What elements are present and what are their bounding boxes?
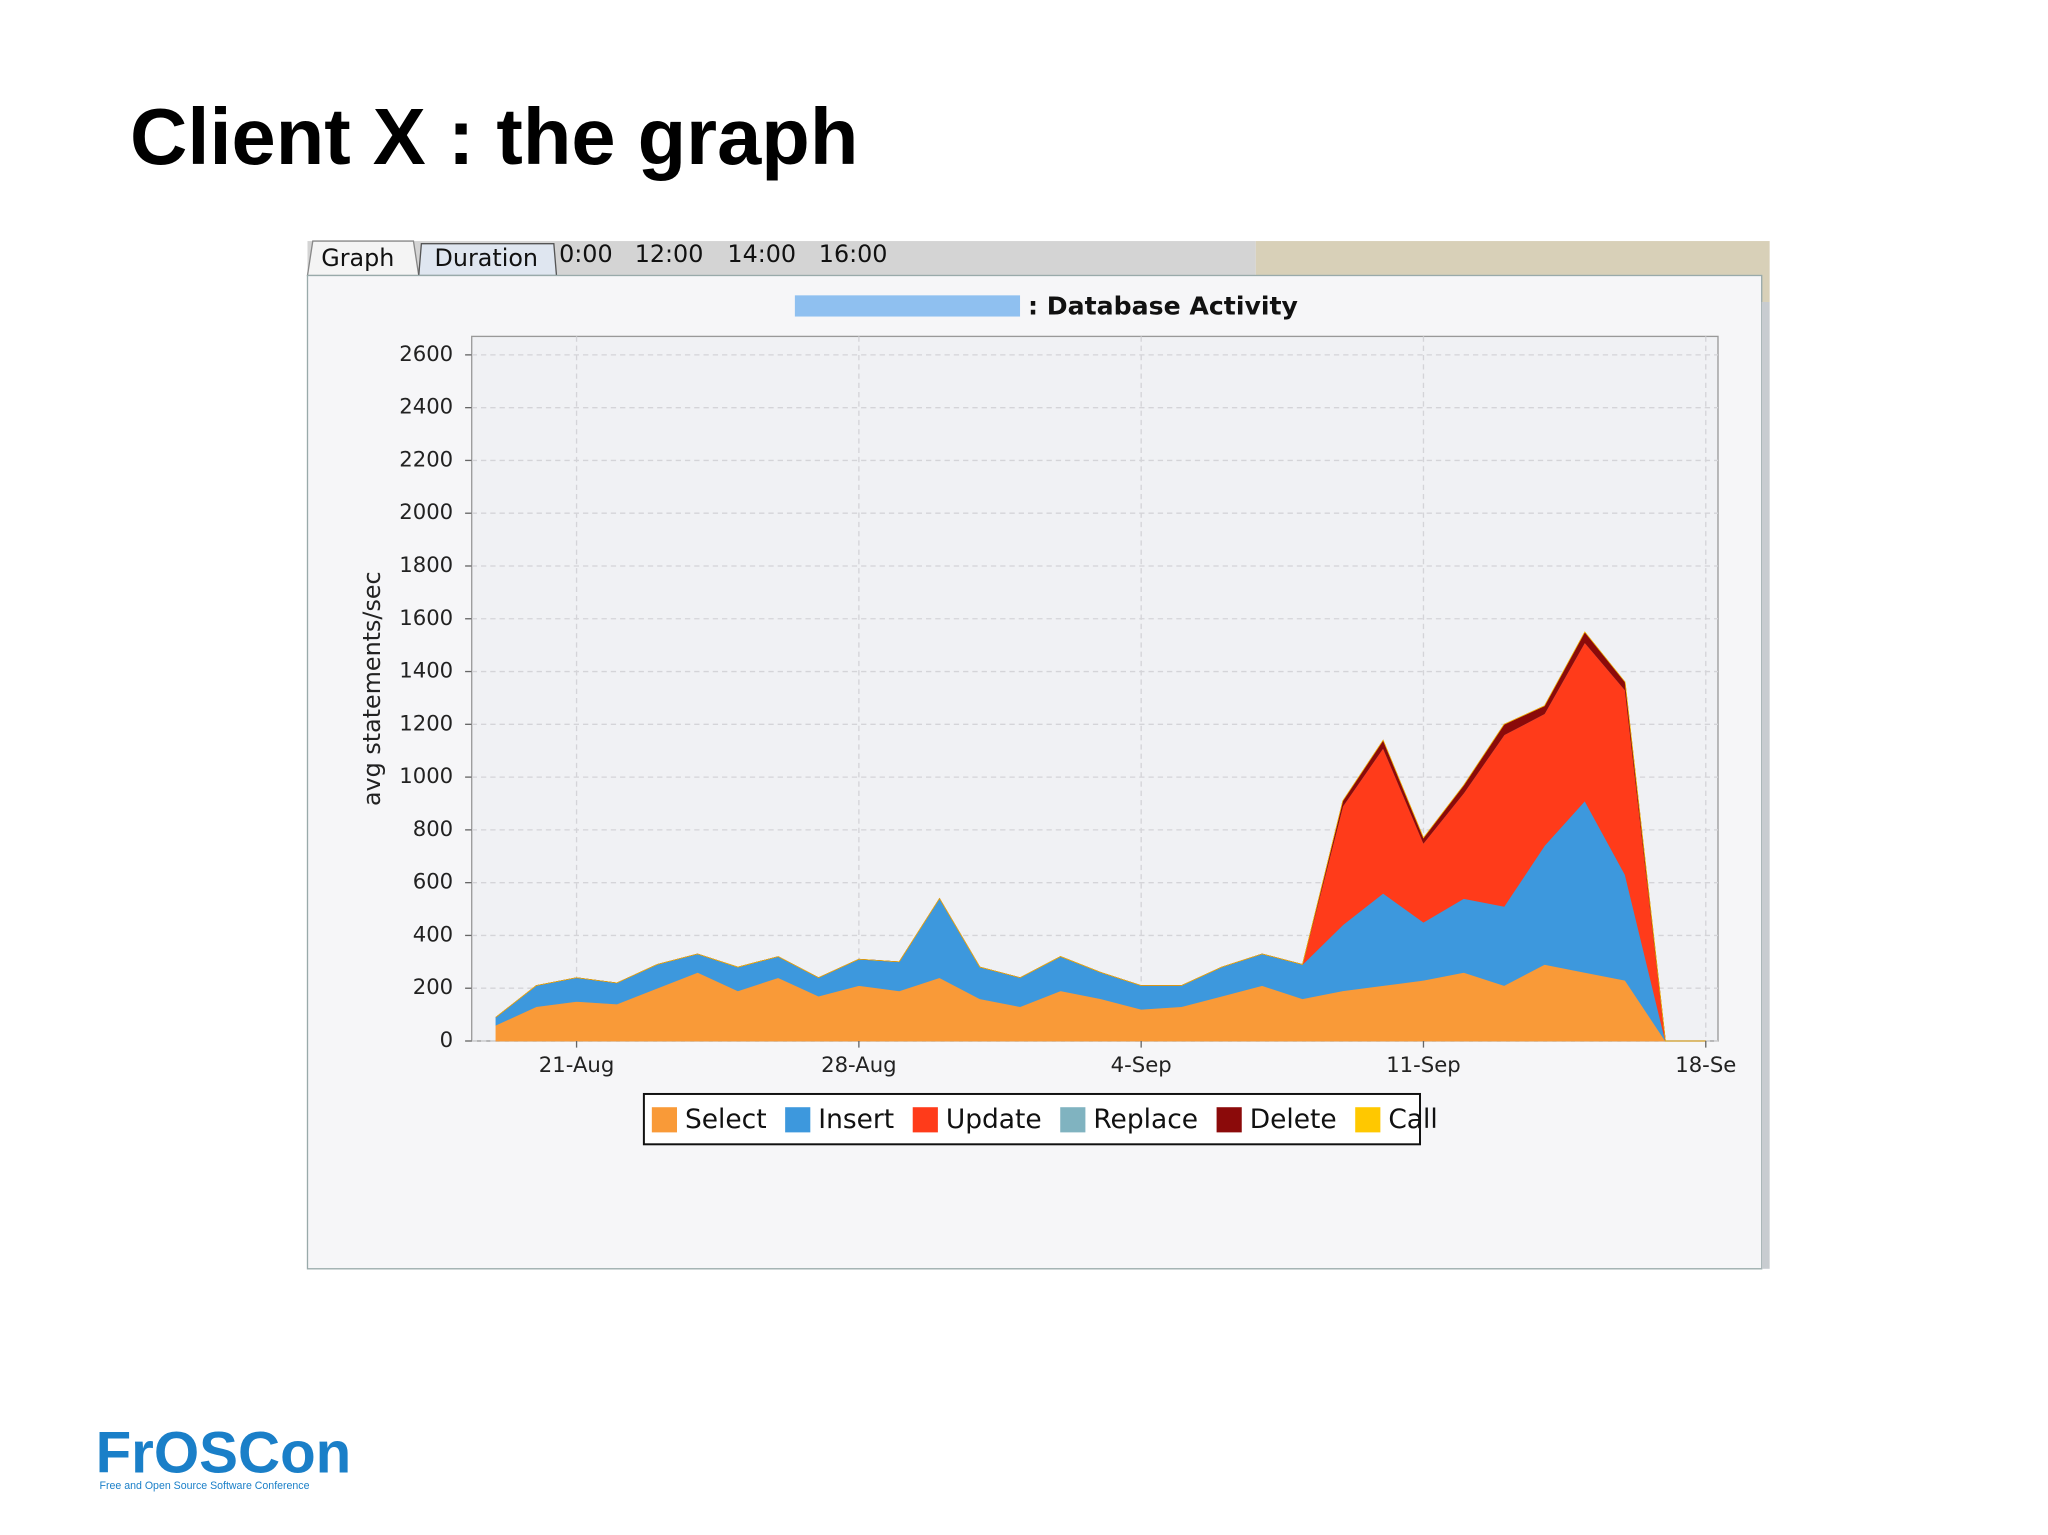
y-tick-label: 1200: [399, 710, 453, 735]
time-label: 0:00: [559, 240, 613, 268]
y-tick-label: 2200: [399, 446, 453, 471]
legend-label: Replace: [1093, 1104, 1198, 1135]
legend-swatch: [1355, 1107, 1381, 1133]
logo: FrOSCon: [96, 1420, 352, 1485]
slide-title: Client X : the graph: [130, 92, 858, 181]
time-label: 16:00: [819, 240, 888, 268]
legend-swatch: [1060, 1107, 1086, 1133]
legend-label: Select: [685, 1104, 767, 1135]
y-tick-label: 600: [413, 869, 453, 894]
legend-label: Call: [1388, 1104, 1437, 1135]
y-tick-label: 400: [413, 921, 453, 946]
x-tick-label: 28-Aug: [821, 1052, 897, 1077]
logo-tagline: Free and Open Source Software Conference: [100, 1480, 310, 1492]
area: [495, 631, 1706, 1042]
y-tick-label: 0: [440, 1027, 453, 1052]
x-tick-label: 18-Se: [1675, 1052, 1736, 1077]
time-label: 12:00: [635, 240, 704, 268]
y-tick-label: 2600: [399, 341, 453, 366]
x-tick-label: 11-Sep: [1386, 1052, 1461, 1077]
legend-swatch: [785, 1107, 811, 1133]
x-tick-label: 21-Aug: [539, 1052, 615, 1077]
time-label: 14:00: [727, 240, 796, 268]
legend-label: Update: [946, 1104, 1042, 1135]
y-axis-label: avg statements/sec: [358, 571, 386, 806]
window-edge: [1761, 301, 1770, 1269]
y-tick-label: 800: [413, 816, 453, 841]
y-tick-label: 200: [413, 974, 453, 999]
legend-label: Insert: [818, 1104, 894, 1135]
y-tick-label: 1800: [399, 552, 453, 577]
redaction: [794, 295, 1021, 317]
y-tick-label: 1400: [399, 658, 453, 683]
y-tick-label: 1000: [399, 763, 453, 788]
legend-swatch: [912, 1107, 938, 1133]
chart-title: : Database Activity: [1028, 291, 1298, 320]
y-tick-label: 2400: [399, 394, 453, 419]
x-tick-label: 4-Sep: [1111, 1052, 1172, 1077]
tab-label[interactable]: Graph: [321, 244, 394, 272]
tab-label[interactable]: Duration: [435, 244, 539, 272]
y-tick-label: 2000: [399, 499, 453, 524]
legend-label: Delete: [1250, 1104, 1337, 1135]
legend-swatch: [1216, 1107, 1242, 1133]
legend: [642, 1092, 1421, 1146]
legend-swatch: [651, 1107, 678, 1133]
y-tick-label: 1600: [399, 605, 453, 630]
